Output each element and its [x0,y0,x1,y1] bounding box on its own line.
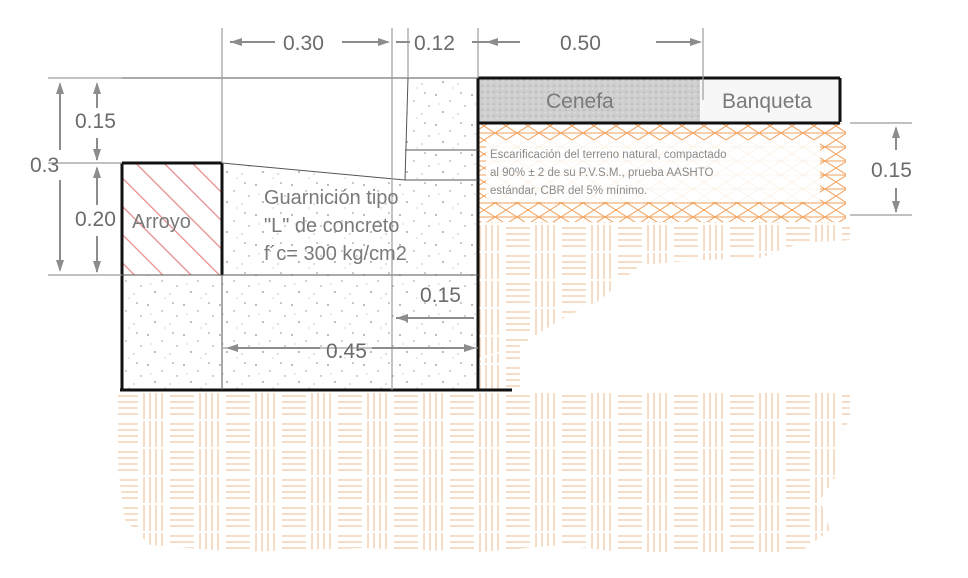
natural-soil-lower [118,345,850,552]
dim-top-right: 0.50 [560,32,601,55]
guarnicion-label-3: f´c= 300 kg/cm2 [264,243,407,265]
dim-right: 0.15 [871,159,912,182]
note-line-3: estándar, CBR del 5% mínimo. [490,185,647,197]
dim-left-upper: 0.15 [75,110,116,133]
dim-top-mid: 0.12 [414,32,455,55]
dim-left-lower: 0.20 [75,208,116,231]
section-outline [120,76,842,392]
arroyo-label: Arroyo [132,211,191,233]
compacted-note-box [486,140,820,202]
concrete-body [122,78,478,390]
dim-footing-width: 0.45 [326,340,367,363]
guarnicion-label-2: "L" de concreto [264,215,399,237]
arroyo-area [122,163,222,275]
cenefa-band [478,78,700,122]
note-line-2: al 90% ± 2 de su P.V.S.M., prueba AASHTO [490,167,714,179]
banqueta-label: Banqueta [722,90,812,113]
dim-footing-offset: 0.15 [420,284,461,307]
natural-soil-right [478,222,850,358]
dim-top-left: 0.30 [283,32,324,55]
cenefa-label: Cenefa [546,90,614,113]
guarnicion-label-1: Guarnición tipo [264,187,399,209]
note-line-1: Escarificación del terreno natural, comp… [490,149,727,161]
dimension-lines [56,38,900,352]
banqueta-band [700,78,840,122]
dim-left-total: 0.3 [30,154,59,177]
